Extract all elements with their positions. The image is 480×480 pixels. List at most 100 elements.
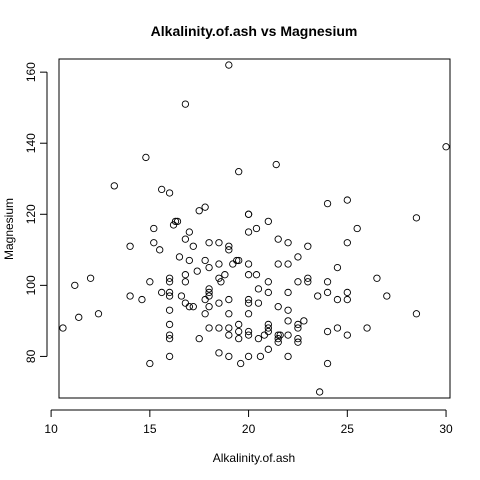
data-point [264, 327, 272, 336]
data-point [235, 256, 243, 265]
data-point [323, 359, 332, 368]
data-point [173, 217, 182, 226]
y-axis: 80 100 120 140 160 [24, 62, 48, 363]
data-point [294, 335, 302, 343]
data-point [294, 338, 302, 346]
data-point [442, 143, 450, 151]
data-point [252, 271, 261, 279]
y-tick-label: 120 [24, 204, 38, 224]
y-tick-label: 160 [24, 62, 38, 82]
data-point [217, 278, 225, 286]
data-point [165, 331, 174, 339]
data-point [185, 303, 193, 311]
x-tick-label: 25 [341, 422, 355, 436]
data-point [284, 288, 292, 297]
data-point [244, 327, 253, 336]
data-point [343, 295, 351, 304]
y-axis-label: Magnesium [2, 198, 16, 260]
data-point [165, 352, 174, 361]
data-point [274, 235, 282, 243]
data-point [274, 335, 282, 343]
data-point [235, 167, 243, 176]
data-point [343, 196, 351, 204]
data-point [165, 306, 174, 314]
data-point [165, 278, 174, 286]
data-point [323, 278, 332, 286]
data-point [244, 331, 253, 339]
data-point [165, 335, 174, 343]
data-point [215, 274, 223, 282]
data-point [274, 303, 282, 311]
data-point [215, 260, 223, 268]
data-point [264, 345, 272, 353]
data-point [304, 242, 312, 250]
data-point [175, 253, 184, 261]
data-point [284, 239, 292, 247]
data-point [181, 100, 190, 108]
data-point [201, 256, 209, 265]
data-point [165, 288, 174, 297]
data-point [156, 246, 164, 254]
data-point [383, 292, 391, 300]
data-point [244, 271, 253, 279]
data-point [235, 335, 243, 343]
data-point [165, 274, 174, 282]
data-point [201, 203, 209, 211]
data-point [215, 324, 223, 332]
data-point [254, 285, 263, 293]
data-point [189, 303, 197, 311]
x-tick-label: 10 [44, 422, 58, 436]
data-point [221, 271, 229, 279]
data-point [177, 292, 186, 300]
data-point [314, 292, 322, 300]
data-point [412, 310, 421, 318]
data-point [244, 260, 253, 268]
data-point [142, 153, 150, 162]
y-tick-label: 140 [24, 133, 38, 153]
plot-frame [58, 58, 451, 399]
data-point [181, 235, 190, 243]
data-point [150, 239, 158, 247]
data-point [323, 288, 332, 297]
data-point [181, 278, 190, 286]
data-point [284, 260, 292, 268]
data-point [126, 242, 134, 250]
data-point [244, 210, 253, 218]
data-point [316, 388, 324, 396]
y-tick-label: 80 [24, 349, 38, 363]
data-point [254, 299, 263, 307]
data-point [158, 185, 166, 194]
data-point [205, 303, 213, 311]
data-point [235, 327, 243, 336]
data-point [150, 224, 158, 233]
data-point [237, 359, 245, 368]
data-point [284, 317, 292, 325]
data-point [363, 324, 371, 332]
data-point [274, 338, 282, 346]
x-tick-label: 15 [143, 422, 157, 436]
data-point [205, 285, 213, 293]
data-point [165, 292, 174, 300]
data-point [225, 310, 233, 318]
data-point [201, 295, 209, 304]
data-point [110, 182, 118, 190]
data-point [205, 324, 213, 332]
data-point [300, 317, 308, 325]
data-point [165, 189, 174, 197]
data-point [225, 61, 233, 69]
x-tick-label: 20 [242, 422, 256, 436]
data-point [94, 310, 103, 318]
data-point [233, 256, 241, 265]
data-point [323, 327, 332, 336]
data-point [260, 331, 269, 339]
data-point [195, 207, 203, 215]
data-point [284, 352, 292, 361]
data-point [215, 349, 223, 357]
x-axis-label: Alkalinity.of.ash [213, 451, 295, 465]
data-point [274, 260, 282, 268]
data-point [323, 199, 332, 208]
data-point [294, 320, 302, 329]
data-point [256, 352, 265, 361]
data-point [165, 320, 174, 329]
